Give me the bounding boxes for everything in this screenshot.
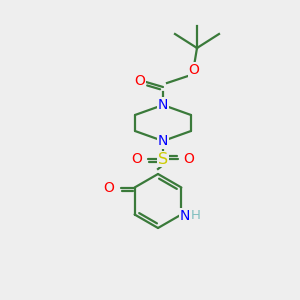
Text: N: N [158,134,168,148]
Text: O: O [132,152,142,166]
Text: H: H [190,209,200,222]
Text: O: O [103,181,114,194]
Text: N: N [158,98,168,112]
Text: O: O [189,63,200,77]
Text: N: N [179,208,190,223]
Text: S: S [158,152,168,166]
Text: O: O [135,74,146,88]
Text: O: O [184,152,194,166]
